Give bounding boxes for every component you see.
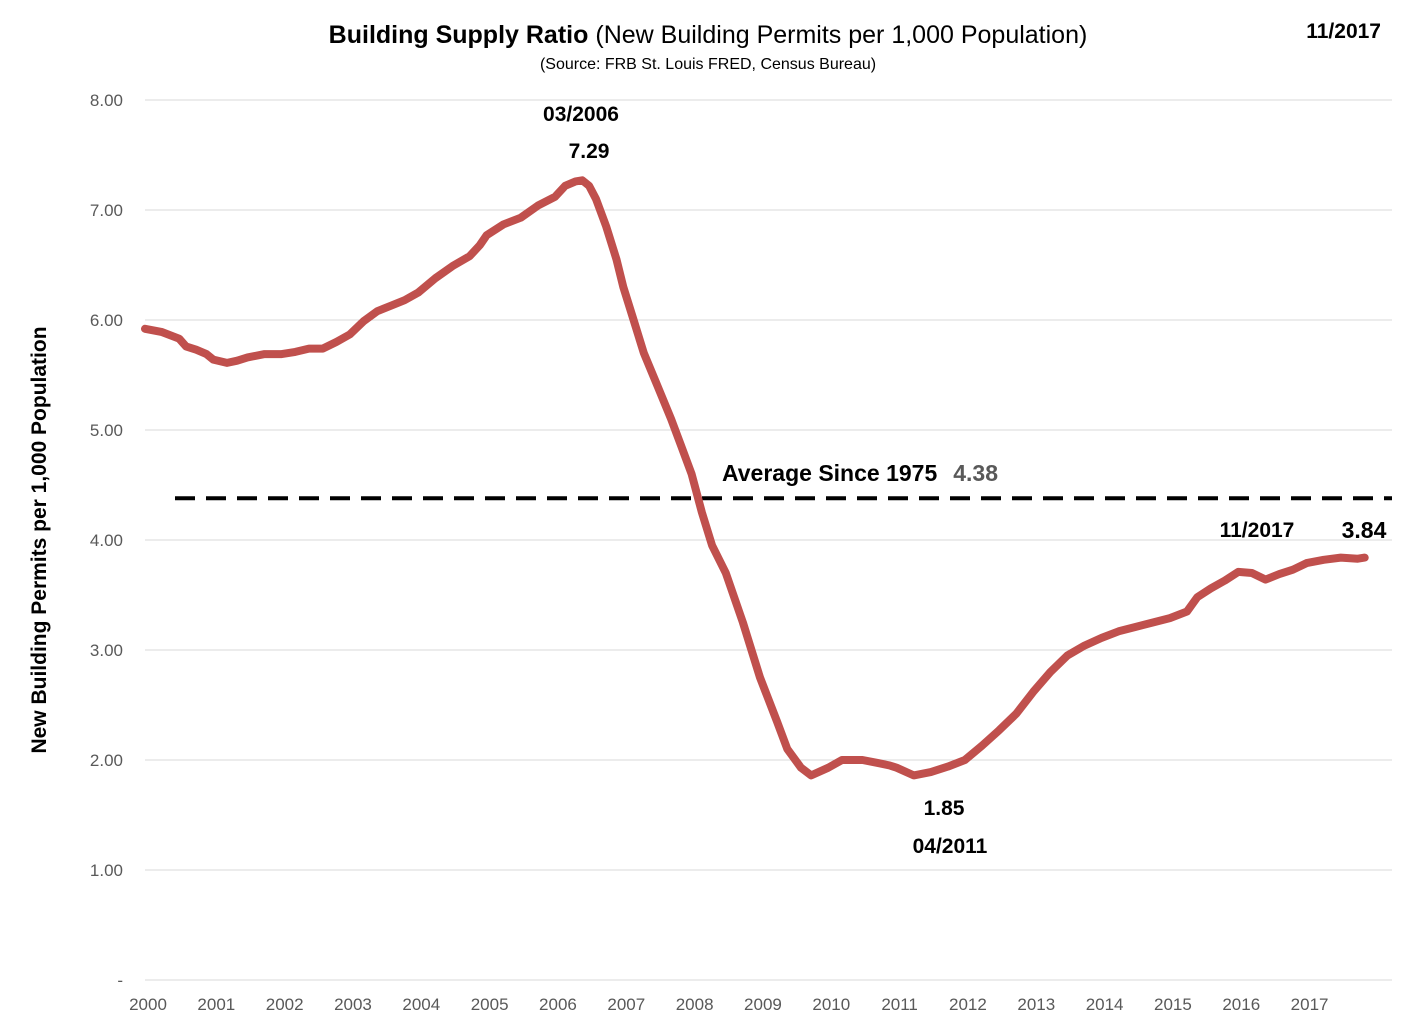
chart-title-rest: (New Building Permits per 1,000 Populati… [595, 21, 1087, 49]
date-stamp: 11/2017 [1306, 20, 1381, 43]
x-tick-label: 2010 [812, 995, 850, 1014]
y-tick-labels: - 1.00 2.00 3.00 4.00 5.00 6.00 7.00 8.00 [90, 91, 123, 990]
x-tick-label: 2011 [881, 995, 918, 1014]
y-tick-label: 2.00 [90, 751, 123, 770]
x-tick-label: 2016 [1222, 995, 1260, 1014]
y-tick-label: 7.00 [90, 201, 123, 220]
latest-date-label: 11/2017 [1220, 519, 1295, 542]
y-tick-label: 8.00 [90, 91, 123, 110]
y-axis-label: New Building Permits per 1,000 Populatio… [28, 326, 51, 753]
x-tick-label: 2004 [402, 995, 440, 1014]
y-tick-label: 1.00 [90, 861, 123, 880]
x-tick-label: 2006 [539, 995, 577, 1014]
grid-layer [145, 99, 1392, 981]
x-tick-label: 2003 [334, 995, 372, 1014]
x-tick-label: 2015 [1154, 995, 1192, 1014]
x-tick-label: 2005 [471, 995, 509, 1014]
average-label: Average Since 1975 4.38 [722, 460, 998, 486]
x-tick-label: 2017 [1291, 995, 1329, 1014]
x-tick-label: 2001 [197, 995, 235, 1014]
series-layer [141, 176, 1369, 780]
x-tick-label: 2002 [266, 995, 304, 1014]
average-value-label: 4.38 [953, 460, 998, 486]
y-tick-label: 4.00 [90, 531, 123, 550]
y-tick-label: - [117, 971, 123, 990]
x-tick-label: 2013 [1017, 995, 1055, 1014]
latest-value-label: 3.84 [1342, 517, 1387, 543]
x-tick-label: 2012 [949, 995, 987, 1014]
y-tick-label: 5.00 [90, 421, 123, 440]
y-tick-label: 6.00 [90, 311, 123, 330]
x-tick-label: 2007 [607, 995, 645, 1014]
average-label-text: Average Since 1975 [722, 460, 937, 486]
chart-title: Building Supply Ratio (New Building Permi… [329, 21, 1088, 49]
x-tick-label: 2009 [744, 995, 782, 1014]
peak-value-label: 7.29 [569, 140, 610, 163]
x-tick-label: 2014 [1086, 995, 1124, 1014]
trough-date-label: 04/2011 [913, 835, 988, 858]
x-tick-labels: 2000 2001 2002 2003 2004 2005 2006 2007 2008 2009… [129, 995, 1328, 1014]
peak-date-label: 03/2006 [543, 103, 619, 126]
x-tick-label: 2000 [129, 995, 167, 1014]
x-tick-label: 2008 [676, 995, 714, 1014]
series-line [141, 176, 1369, 780]
trough-value-label: 1.85 [924, 797, 965, 820]
chart-subtitle: (Source: FRB St. Louis FRED, Census Bure… [540, 56, 876, 73]
y-tick-label: 3.00 [90, 641, 123, 660]
chart-title-bold: Building Supply Ratio [329, 21, 589, 49]
